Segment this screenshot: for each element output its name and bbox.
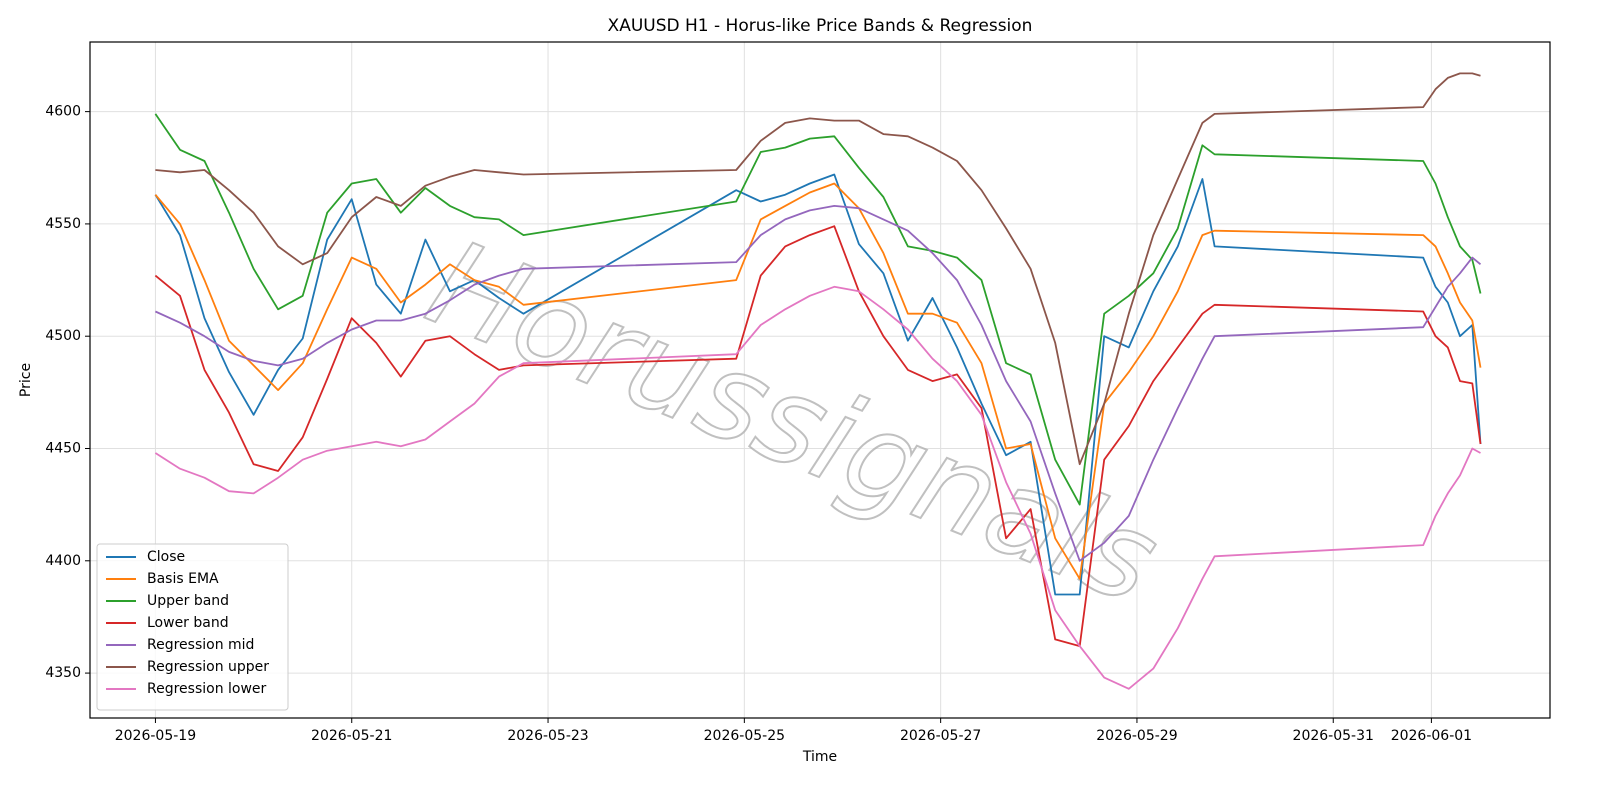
x-tick-label: 2026-05-27 bbox=[900, 728, 981, 744]
y-tick-label: 4400 bbox=[45, 553, 81, 569]
x-tick-label: 2026-05-21 bbox=[311, 728, 392, 744]
legend-label: Lower band bbox=[147, 615, 229, 631]
plot-frame bbox=[89, 41, 1551, 719]
series-line bbox=[155, 72, 1481, 466]
x-tick-label: 2026-05-31 bbox=[1293, 728, 1374, 744]
x-tick-label: 2026-06-01 bbox=[1391, 728, 1472, 744]
series-line bbox=[154, 173, 1482, 596]
x-tick-label: 2026-05-23 bbox=[507, 728, 588, 744]
legend-label: Upper band bbox=[147, 593, 229, 609]
x-axis-label: Time bbox=[802, 749, 837, 765]
legend-label: Regression mid bbox=[147, 637, 254, 653]
series-line bbox=[154, 113, 1482, 506]
series-line bbox=[155, 205, 1482, 562]
y-tick-label: 4450 bbox=[45, 440, 81, 456]
x-tick-label: 2026-05-29 bbox=[1096, 728, 1177, 744]
y-tick-label: 4350 bbox=[45, 665, 81, 681]
x-tick-label: 2026-05-25 bbox=[704, 728, 785, 744]
legend-label: Basis EMA bbox=[147, 571, 219, 587]
y-tick-label: 4550 bbox=[45, 216, 81, 232]
legend-label: Close bbox=[147, 549, 185, 565]
x-tick-label: 2026-05-19 bbox=[115, 728, 196, 744]
legend-box bbox=[96, 543, 289, 711]
legend-label: Regression lower bbox=[147, 681, 267, 697]
watermark: Horussignals bbox=[410, 214, 1175, 631]
legend: Close Basis EMA Upper band Lower band Regres… bbox=[96, 543, 289, 711]
chart-title: XAUUSD H1 - Horus-like Price Bands & Reg… bbox=[608, 16, 1033, 36]
y-tick-label: 4600 bbox=[45, 104, 81, 120]
series-line bbox=[154, 285, 1481, 690]
y-axis-label: Price bbox=[18, 363, 34, 397]
y-tick-label: 4500 bbox=[45, 328, 81, 344]
legend-label: Regression upper bbox=[147, 659, 269, 675]
